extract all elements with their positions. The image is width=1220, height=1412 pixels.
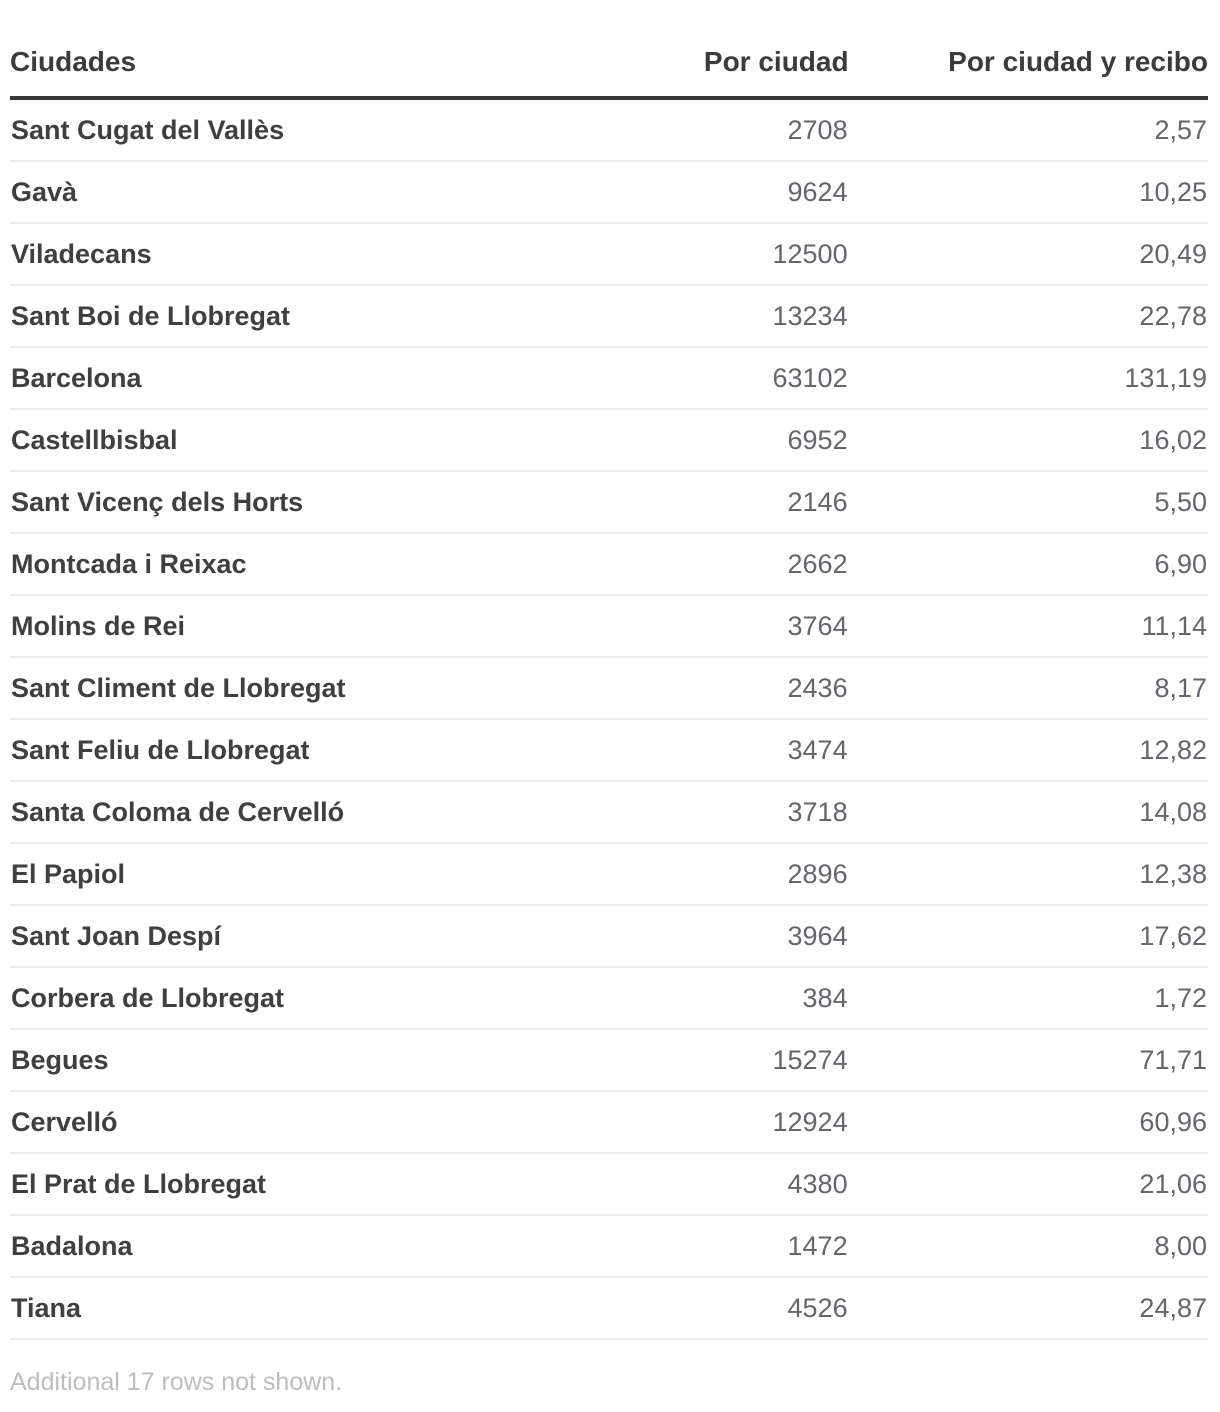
por-ciudad-y-recibo-cell: 14,08	[848, 781, 1208, 844]
city-cell: Badalona	[10, 1215, 681, 1278]
por-ciudad-y-recibo-cell: 24,87	[848, 1277, 1208, 1340]
por-ciudad-y-recibo-cell: 131,19	[848, 347, 1208, 410]
city-cell: Molins de Rei	[10, 595, 681, 658]
por-ciudad-cell: 12500	[680, 223, 849, 286]
cities-table: Ciudades Por ciudad Por ciudad y recibo …	[10, 0, 1208, 1340]
por-ciudad-cell: 384	[680, 967, 849, 1030]
table-row: Sant Boi de Llobregat 13234 22,78	[10, 285, 1208, 348]
por-ciudad-y-recibo-cell: 16,02	[848, 409, 1208, 472]
por-ciudad-y-recibo-cell: 12,82	[848, 719, 1208, 782]
por-ciudad-y-recibo-cell: 60,96	[848, 1091, 1208, 1154]
por-ciudad-y-recibo-cell: 1,72	[848, 967, 1208, 1030]
city-cell: El Papiol	[10, 843, 681, 906]
por-ciudad-cell: 13234	[680, 285, 849, 348]
table-row: Castellbisbal 6952 16,02	[10, 409, 1208, 472]
por-ciudad-y-recibo-cell: 2,57	[848, 98, 1208, 162]
header-row: Ciudades Por ciudad Por ciudad y recibo	[10, 0, 1208, 100]
city-cell: Santa Coloma de Cervelló	[10, 781, 681, 844]
por-ciudad-y-recibo-cell: 10,25	[848, 161, 1208, 224]
table-row: El Prat de Llobregat 4380 21,06	[10, 1153, 1208, 1216]
rows-not-shown-note: Additional 17 rows not shown.	[10, 1368, 343, 1396]
por-ciudad-cell: 2436	[680, 657, 849, 720]
city-cell: Barcelona	[10, 347, 681, 410]
table-row: Sant Vicenç dels Horts 2146 5,50	[10, 471, 1208, 534]
por-ciudad-y-recibo-cell: 17,62	[848, 905, 1208, 968]
city-cell: Sant Joan Despí	[10, 905, 681, 968]
city-cell: Sant Cugat del Vallès	[10, 98, 681, 162]
por-ciudad-y-recibo-cell: 71,71	[848, 1029, 1208, 1092]
por-ciudad-y-recibo-cell: 5,50	[848, 471, 1208, 534]
por-ciudad-cell: 2662	[680, 533, 849, 596]
table-row: Sant Feliu de Llobregat 3474 12,82	[10, 719, 1208, 782]
por-ciudad-cell: 1472	[680, 1215, 849, 1278]
table-row: Sant Climent de Llobregat 2436 8,17	[10, 657, 1208, 720]
table-row: Tiana 4526 24,87	[10, 1277, 1208, 1340]
city-cell: Cervelló	[10, 1091, 681, 1154]
por-ciudad-y-recibo-cell: 8,17	[848, 657, 1208, 720]
table-row: Molins de Rei 3764 11,14	[10, 595, 1208, 658]
por-ciudad-cell: 2708	[680, 98, 849, 162]
por-ciudad-cell: 3474	[680, 719, 849, 782]
por-ciudad-y-recibo-cell: 20,49	[848, 223, 1208, 286]
por-ciudad-cell: 4380	[680, 1153, 849, 1216]
table-row: Viladecans 12500 20,49	[10, 223, 1208, 286]
por-ciudad-cell: 12924	[680, 1091, 849, 1154]
por-ciudad-cell: 9624	[680, 161, 849, 224]
city-cell: Begues	[10, 1029, 681, 1092]
por-ciudad-y-recibo-cell: 8,00	[848, 1215, 1208, 1278]
city-cell: Tiana	[10, 1277, 681, 1340]
city-cell: Sant Vicenç dels Horts	[10, 471, 681, 534]
city-cell: Gavà	[10, 161, 681, 224]
por-ciudad-cell: 6952	[680, 409, 849, 472]
city-cell: Sant Climent de Llobregat	[10, 657, 681, 720]
por-ciudad-cell: 2896	[680, 843, 849, 906]
table-row: Barcelona 63102 131,19	[10, 347, 1208, 410]
table-row: Cervelló 12924 60,96	[10, 1091, 1208, 1154]
table-header: Ciudades Por ciudad Por ciudad y recibo	[10, 0, 1208, 100]
table-row: El Papiol 2896 12,38	[10, 843, 1208, 906]
city-cell: Sant Boi de Llobregat	[10, 285, 681, 348]
city-cell: Sant Feliu de Llobregat	[10, 719, 681, 782]
column-header-por-ciudad: Por ciudad	[680, 0, 849, 100]
por-ciudad-cell: 15274	[680, 1029, 849, 1092]
por-ciudad-cell: 63102	[680, 347, 849, 410]
table-body: Sant Cugat del Vallès 2708 2,57 Gavà 962…	[10, 98, 1208, 1340]
table-row: Santa Coloma de Cervelló 3718 14,08	[10, 781, 1208, 844]
table-row: Badalona 1472 8,00	[10, 1215, 1208, 1278]
por-ciudad-cell: 3764	[680, 595, 849, 658]
column-header-ciudades: Ciudades	[10, 0, 681, 100]
table-row: Corbera de Llobregat 384 1,72	[10, 967, 1208, 1030]
city-cell: El Prat de Llobregat	[10, 1153, 681, 1216]
table-row: Gavà 9624 10,25	[10, 161, 1208, 224]
table-row: Montcada i Reixac 2662 6,90	[10, 533, 1208, 596]
por-ciudad-y-recibo-cell: 21,06	[848, 1153, 1208, 1216]
por-ciudad-y-recibo-cell: 12,38	[848, 843, 1208, 906]
city-cell: Viladecans	[10, 223, 681, 286]
table-row: Sant Cugat del Vallès 2708 2,57	[10, 98, 1208, 162]
table-row: Sant Joan Despí 3964 17,62	[10, 905, 1208, 968]
por-ciudad-cell: 2146	[680, 471, 849, 534]
column-header-por-ciudad-y-recibo: Por ciudad y recibo	[848, 0, 1208, 100]
por-ciudad-cell: 3718	[680, 781, 849, 844]
city-cell: Castellbisbal	[10, 409, 681, 472]
por-ciudad-cell: 3964	[680, 905, 849, 968]
por-ciudad-y-recibo-cell: 22,78	[848, 285, 1208, 348]
por-ciudad-y-recibo-cell: 11,14	[848, 595, 1208, 658]
city-cell: Montcada i Reixac	[10, 533, 681, 596]
city-cell: Corbera de Llobregat	[10, 967, 681, 1030]
por-ciudad-cell: 4526	[680, 1277, 849, 1340]
por-ciudad-y-recibo-cell: 6,90	[848, 533, 1208, 596]
table-row: Begues 15274 71,71	[10, 1029, 1208, 1092]
